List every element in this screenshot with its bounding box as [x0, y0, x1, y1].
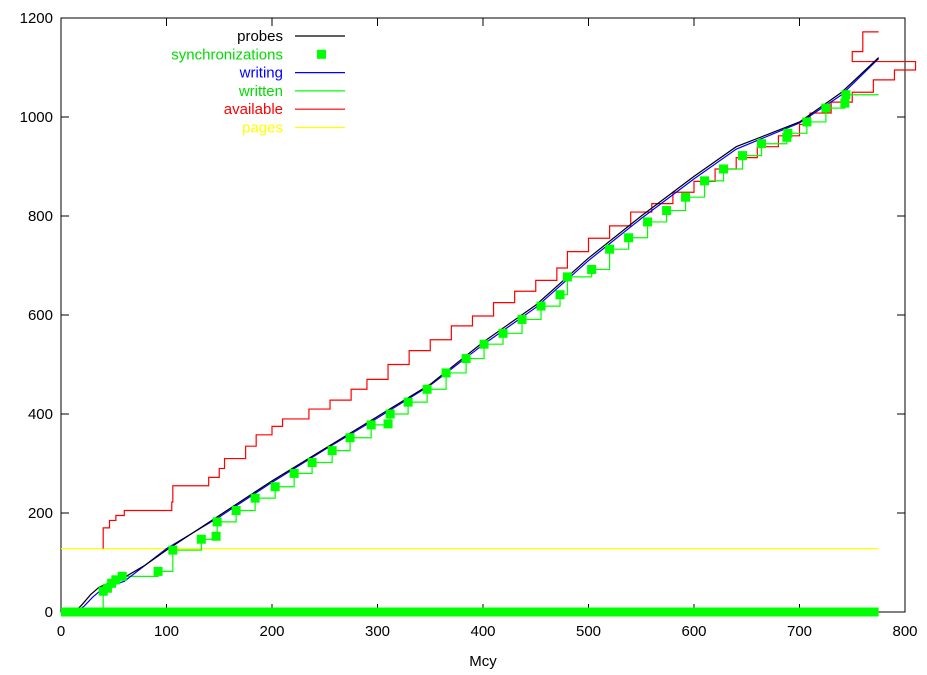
y-tick-label: 400: [28, 406, 53, 423]
synchronizations-marker: [231, 506, 241, 516]
synchronizations-marker: [517, 314, 527, 324]
synchronizations-marker: [111, 575, 121, 585]
legend-label-probes: probes: [237, 28, 283, 45]
synchronizations-marker: [840, 98, 850, 108]
synchronizations-marker: [536, 301, 546, 311]
x-tick-label: 700: [787, 623, 812, 640]
synchronizations-marker: [289, 468, 299, 478]
synchronizations-marker: [783, 128, 793, 138]
legend-label-synchronizations: synchronizations: [171, 46, 283, 63]
synchronizations-marker: [366, 420, 376, 430]
synchronizations-marker: [196, 534, 206, 544]
synchronizations-marker: [841, 90, 851, 100]
x-tick-label: 800: [892, 623, 917, 640]
synchronizations-marker: [327, 446, 337, 456]
synchronizations-marker: [624, 233, 634, 243]
synchronizations-marker: [212, 517, 222, 527]
synchronizations-marker: [153, 566, 163, 576]
y-tick-label: 1200: [20, 10, 53, 27]
synchronizations-marker: [757, 139, 767, 149]
synchronizations-marker: [385, 409, 395, 419]
synchronizations-marker: [117, 571, 127, 581]
x-tick-label: 600: [681, 623, 706, 640]
synchronizations-marker: [422, 384, 432, 394]
synchronizations-marker: [605, 244, 615, 254]
synchronizations-marker: [211, 531, 221, 541]
synchronizations-marker: [403, 397, 413, 407]
synchronizations-marker: [307, 458, 317, 468]
legend-label-writing: writing: [239, 65, 283, 82]
synchronizations-marker: [383, 419, 393, 429]
y-tick-label: 1000: [20, 109, 53, 126]
synchronizations-marker: [587, 264, 597, 274]
synchronizations-marker: [719, 164, 729, 174]
synchronizations-marker: [498, 328, 508, 338]
synchronizations-marker: [270, 482, 280, 492]
synchronizations-marker: [461, 354, 471, 364]
x-tick-label: 500: [576, 623, 601, 640]
synchronizations-marker: [555, 290, 565, 300]
baseline-sync-band: [61, 607, 879, 617]
legend-swatch-synchronizations: [317, 49, 326, 59]
y-tick-label: 800: [28, 208, 53, 225]
synchronizations-marker: [102, 583, 112, 593]
x-axis-label: Mcy: [469, 653, 497, 670]
legend-label-pages: pages: [242, 120, 283, 137]
synchronizations-marker: [700, 176, 710, 186]
synchronizations-marker: [738, 151, 748, 161]
x-tick-label: 400: [470, 623, 495, 640]
synchronizations-marker: [479, 339, 489, 349]
x-tick-label: 200: [259, 623, 284, 640]
legend-label-written: written: [238, 83, 283, 100]
series-layer: [61, 31, 917, 617]
x-tick-label: 0: [57, 623, 65, 640]
synchronizations-marker: [562, 272, 572, 282]
synchronizations-marker: [345, 433, 355, 443]
plot-frame: [60, 17, 906, 613]
synchronizations-marker: [821, 103, 831, 113]
available-line: [102, 31, 917, 549]
synchronizations-marker: [250, 493, 260, 503]
x-tick-label: 300: [365, 623, 390, 640]
synchronizations-marker: [802, 117, 812, 127]
axis-ticks: 0 100 200 300 400 500 600 700 800 0 200 400 600 800 10…: [20, 10, 918, 640]
synchronizations-marker: [643, 217, 653, 227]
synchronizations-marker: [681, 192, 691, 202]
x-tick-label: 100: [154, 623, 179, 640]
y-tick-label: 0: [45, 604, 53, 621]
synchronizations-marker: [662, 206, 672, 216]
y-tick-label: 600: [28, 307, 53, 324]
synchronizations-marker: [441, 368, 451, 378]
y-tick-label: 200: [28, 505, 53, 522]
legend-label-available: available: [224, 101, 283, 118]
synchronizations-marker: [168, 545, 178, 555]
